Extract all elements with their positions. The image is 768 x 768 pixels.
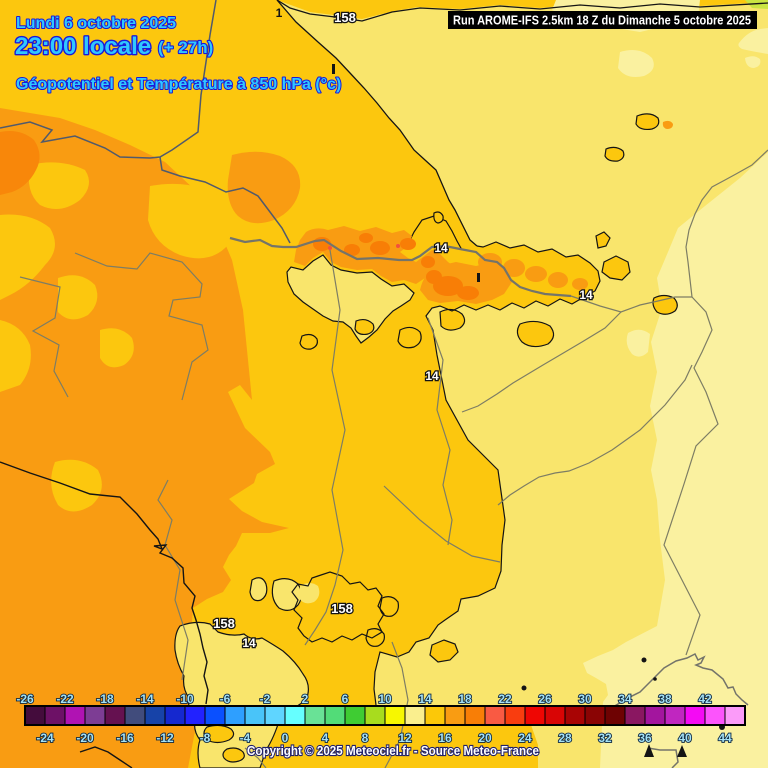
svg-text:6: 6 — [342, 692, 349, 706]
svg-text:24: 24 — [518, 731, 532, 745]
svg-text:14: 14 — [434, 241, 448, 255]
svg-text:158: 158 — [334, 10, 356, 25]
svg-text:1: 1 — [276, 6, 283, 20]
svg-text:-22: -22 — [56, 692, 74, 706]
svg-text:10: 10 — [378, 692, 392, 706]
svg-text:-6: -6 — [220, 692, 231, 706]
svg-text:14: 14 — [242, 636, 256, 650]
svg-text:22: 22 — [498, 692, 512, 706]
svg-text:-16: -16 — [116, 731, 134, 745]
svg-text:-12: -12 — [156, 731, 174, 745]
svg-text:-4: -4 — [240, 731, 251, 745]
svg-text:16: 16 — [438, 731, 452, 745]
svg-text:14: 14 — [418, 692, 432, 706]
svg-text:(+ 27h): (+ 27h) — [158, 38, 213, 57]
svg-text:44: 44 — [718, 731, 732, 745]
svg-text:Run AROME-IFS 2.5km 18 Z du Di: Run AROME-IFS 2.5km 18 Z du Dimanche 5 o… — [453, 13, 751, 28]
svg-text:-8: -8 — [200, 731, 211, 745]
svg-text:26: 26 — [538, 692, 552, 706]
svg-text:40: 40 — [678, 731, 692, 745]
svg-text:32: 32 — [598, 731, 612, 745]
svg-text:-10: -10 — [176, 692, 194, 706]
svg-text:34: 34 — [618, 692, 632, 706]
svg-text:14: 14 — [425, 369, 439, 383]
svg-text:23:00 locale: 23:00 locale — [15, 33, 151, 60]
svg-text:-14: -14 — [136, 692, 154, 706]
svg-text:12: 12 — [398, 731, 412, 745]
svg-text:-20: -20 — [76, 731, 94, 745]
svg-text:Lundi 6 octobre 2025: Lundi 6 octobre 2025 — [16, 15, 176, 32]
svg-text:42: 42 — [698, 692, 712, 706]
svg-text:Copyright © 2025 Meteociel.fr: Copyright © 2025 Meteociel.fr - Source M… — [247, 743, 539, 758]
svg-text:-18: -18 — [96, 692, 114, 706]
svg-text:-2: -2 — [260, 692, 271, 706]
svg-text:30: 30 — [578, 692, 592, 706]
svg-text:18: 18 — [458, 692, 472, 706]
svg-text:2: 2 — [302, 692, 309, 706]
svg-text:38: 38 — [658, 692, 672, 706]
svg-text:-26: -26 — [16, 692, 34, 706]
svg-text:-24: -24 — [36, 731, 54, 745]
svg-text:4: 4 — [322, 731, 329, 745]
svg-text:158: 158 — [213, 616, 235, 631]
svg-text:14: 14 — [579, 288, 593, 302]
svg-text:0: 0 — [282, 731, 289, 745]
svg-text:8: 8 — [362, 731, 369, 745]
svg-text:20: 20 — [478, 731, 492, 745]
svg-text:36: 36 — [638, 731, 652, 745]
svg-text:28: 28 — [558, 731, 572, 745]
svg-text:158: 158 — [331, 601, 353, 616]
svg-text:Géopotentiel et Température à: Géopotentiel et Température à 850 hPa (°… — [16, 76, 341, 93]
